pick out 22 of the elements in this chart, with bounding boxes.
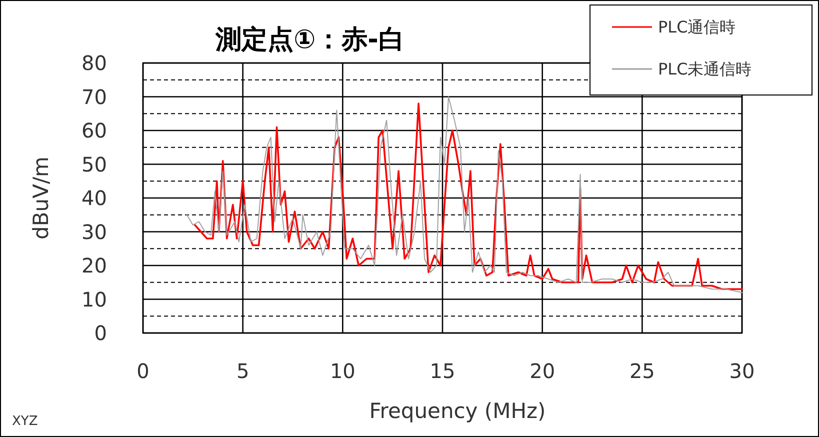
y-tick-label: 60 <box>82 118 107 142</box>
x-axis-title: Frequency (MHz) <box>369 399 546 423</box>
y-axis-title: dBuV/m <box>29 156 53 240</box>
x-tick-label: 25 <box>629 359 655 383</box>
y-tick-label: 30 <box>82 220 107 244</box>
legend-label: PLC通信時 <box>658 18 736 37</box>
x-tick-label: 15 <box>430 359 456 383</box>
y-tick-label: 20 <box>82 254 107 278</box>
chart-title: 測定点①：赤-白 <box>214 25 404 55</box>
text: XYZ <box>12 414 38 429</box>
y-tick-label: 40 <box>82 186 107 210</box>
y-tick-label: 70 <box>82 84 107 109</box>
y-tick-label: 0 <box>94 321 107 345</box>
x-tick-label: 30 <box>729 359 755 383</box>
x-tick-label: 10 <box>330 359 356 383</box>
y-tick-label: 80 <box>82 51 107 75</box>
x-tick-label: 5 <box>236 359 250 383</box>
x-tick-label: 0 <box>136 359 150 383</box>
y-tick-label: 10 <box>82 287 107 312</box>
y-tick-label: 50 <box>82 152 107 176</box>
x-tick-label: 20 <box>530 359 556 383</box>
legend-label: PLC未通信時 <box>658 60 752 79</box>
